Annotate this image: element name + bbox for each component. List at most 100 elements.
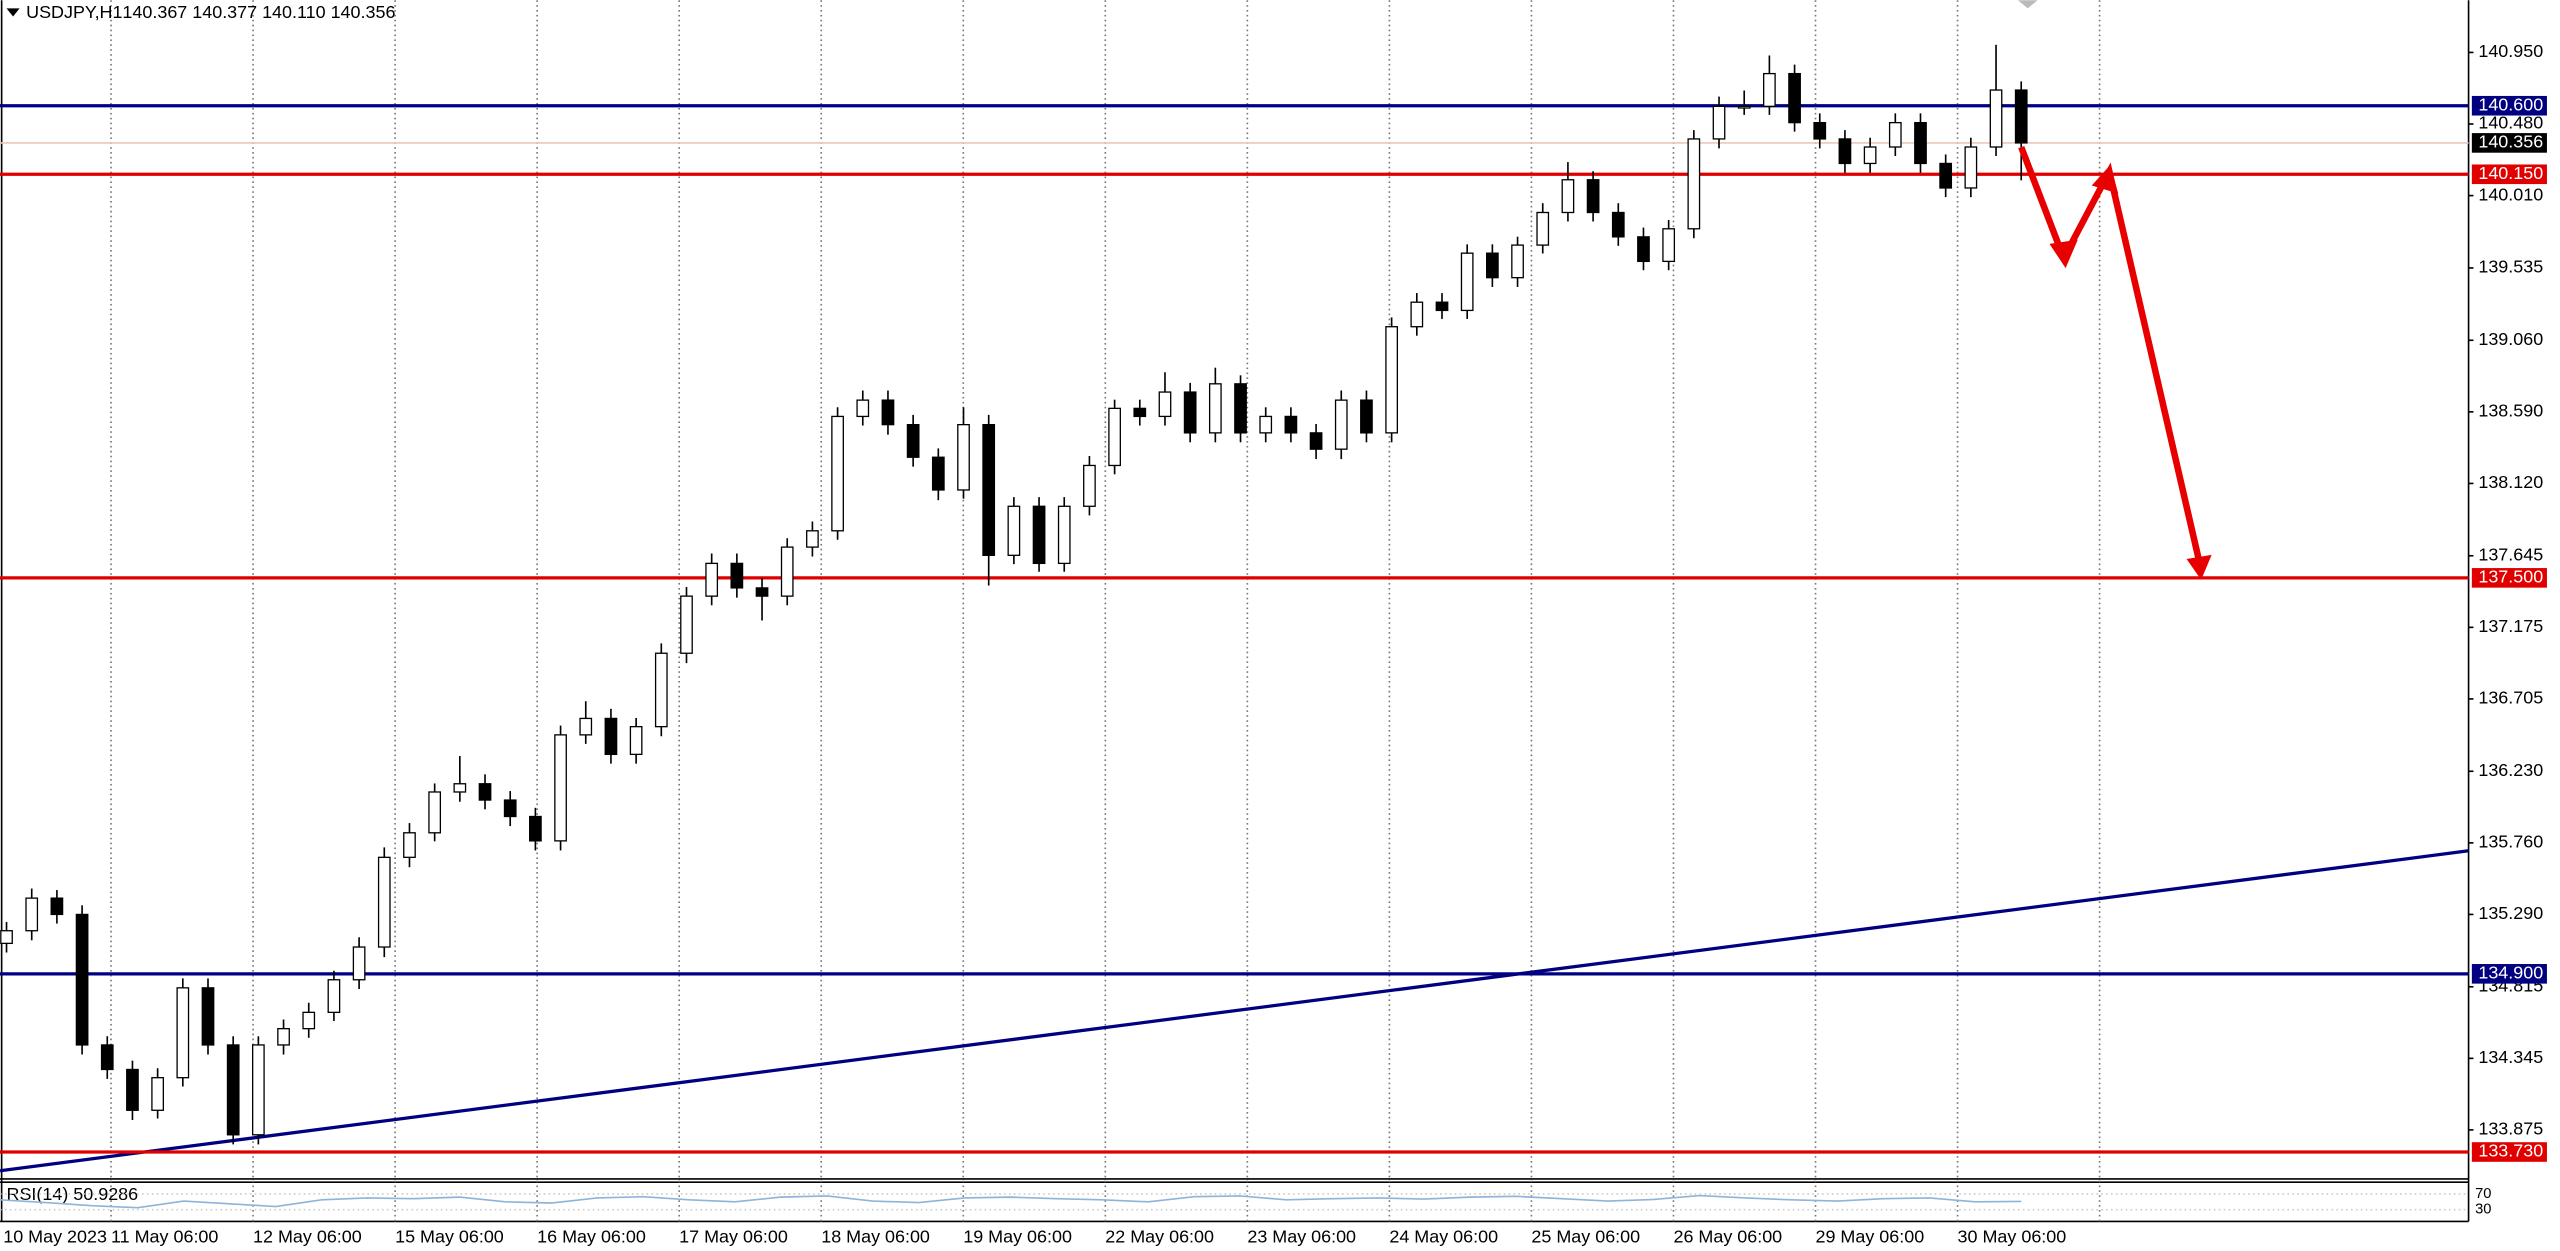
candle-body [529,815,542,842]
arrow [2018,145,2067,260]
candle-body [1838,138,1852,165]
candle-body [176,987,190,1079]
candle-body [1234,383,1247,434]
candle-body [201,987,215,1046]
candle-body [881,399,895,426]
candle-body [1737,105,1751,109]
marker [2017,0,2038,9]
candle-body [1536,211,1550,246]
candle-body [931,456,945,491]
y-tick-label: 136.705 [2478,688,2543,708]
candle-body [252,1044,265,1136]
rsi-line [0,1194,2022,1209]
candle-body [403,832,416,858]
y-tick-label: 136.230 [2478,760,2543,780]
candle-body [428,791,442,834]
x-tick-label: 26 May 06:00 [1673,1226,1782,1246]
candle-body [1989,89,2003,148]
candle-body [1863,146,1877,165]
x-tick-label: 22 May 06:00 [1105,1226,1214,1246]
candle-body [503,799,517,818]
candle-body [126,1068,139,1111]
arrowhead [2186,554,2212,580]
price-tag [2471,164,2547,185]
price-tag-label: 140.150 [2478,163,2543,183]
candle-body [705,562,719,597]
candle-body [906,423,920,458]
x-tick-label: 12 May 06:00 [253,1226,362,1246]
x-tick-label: 29 May 06:00 [1816,1226,1925,1246]
candle-body [1007,505,1021,556]
y-tick-label: 138.590 [2478,401,2543,421]
candle-body [1435,301,1449,312]
candle-body [302,1011,316,1030]
y-tick-label: 140.950 [2478,41,2543,61]
candle-body [579,717,593,736]
candle-body [806,530,819,548]
x-tick-label: 15 May 06:00 [395,1226,504,1246]
candle-body [75,913,89,1046]
price-tag [2471,133,2547,153]
candle-body [0,930,13,945]
candle-body [730,562,744,589]
candle-body [226,1044,240,1136]
candle-body [1460,252,1474,312]
x-tick-label: 10 May 2023 [3,1226,107,1246]
candle-body [277,1027,290,1046]
candle-body [856,399,870,418]
candle-body [1133,407,1147,418]
candle-body [1914,121,1927,165]
symbol: USDJPY,H1 [26,2,122,22]
candle-body [957,423,970,491]
price-tag-label: 140.356 [2478,132,2543,152]
candle-body [1334,399,1348,450]
trendline [0,849,2469,1173]
candle-body [1687,138,1701,230]
candle-body [1637,236,1650,263]
arrowhead [2091,165,2119,194]
candle-body [151,1077,165,1111]
y-tick-label: 137.175 [2478,616,2543,636]
y-tick-label: 134.345 [2478,1047,2543,1067]
candle-body [2014,89,2028,144]
candle-body [1108,407,1121,467]
candle-body [478,783,492,801]
y-tick-label: 138.120 [2478,472,2543,492]
candle-body [1410,301,1424,328]
y-tick-label: 133.875 [2478,1119,2543,1139]
rsi-label: RSI(14) 50.9286 [7,1184,139,1204]
candle-body [1208,383,1222,434]
candle-body [25,897,39,932]
candle-body [1158,391,1172,418]
candle-body [1309,432,1323,450]
x-tick-label: 19 May 06:00 [963,1226,1072,1246]
candle-body [1712,105,1726,140]
candle-body [654,652,668,728]
candle-body [327,979,341,1014]
price-tag-label: 134.900 [2478,963,2543,983]
candle-body [1511,244,1524,279]
candle-body [1788,72,1801,124]
rsi-tick-label: 70 [2475,1186,2491,1202]
x-tick-label: 18 May 06:00 [821,1226,930,1246]
candle-body [1939,162,1953,189]
candle-body [680,595,693,654]
price-tag-label: 133.730 [2478,1141,2543,1161]
candle-body [100,1044,114,1071]
candle-body [1284,415,1298,434]
candle-body [1083,464,1096,507]
price-tag [2471,568,2547,588]
y-tick-label: 135.760 [2478,832,2543,852]
candle-body [1183,391,1197,434]
candle-body [780,546,794,597]
price-tag-label: 137.500 [2478,567,2543,587]
x-tick-label: 17 May 06:00 [679,1226,788,1246]
y-tick-label: 137.645 [2478,545,2543,565]
candle-body [453,783,467,793]
candle-body [377,856,391,948]
candle-body [1385,326,1398,434]
candle-body [1561,179,1575,214]
